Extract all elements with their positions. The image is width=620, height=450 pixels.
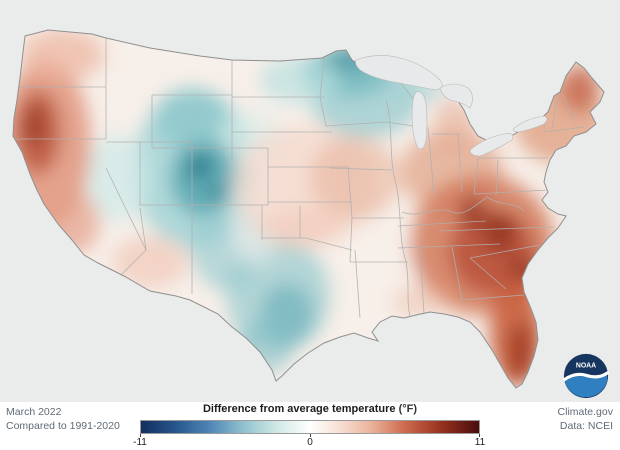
lake-erie xyxy=(469,133,514,157)
noaa-logo-text: NOAA xyxy=(576,363,596,370)
legend-title: Difference from average temperature (°F) xyxy=(0,403,620,415)
anomaly-field xyxy=(13,30,604,387)
baseline-label: Compared to 1991-2020 xyxy=(6,420,120,432)
colorbar xyxy=(140,420,480,434)
colorbar-label-mid: 0 xyxy=(307,437,313,448)
colorbar-tick-mid xyxy=(310,434,311,437)
us-anomaly-map xyxy=(0,0,620,402)
legend-footer: March 2022 Compared to 1991-2020 Differe… xyxy=(0,402,620,450)
legend-title-text: Difference from average temperature xyxy=(202,403,396,415)
great-lakes xyxy=(355,55,548,157)
lake-michigan xyxy=(411,91,428,150)
colorbar-label-max: 11 xyxy=(474,437,486,448)
seagull-icon xyxy=(562,371,610,382)
colorbar-tick-max xyxy=(479,434,480,437)
source-site-label: Climate.gov xyxy=(557,406,613,418)
period-label: March 2022 xyxy=(6,406,62,418)
colorbar-label-min: -11 xyxy=(133,437,147,448)
lake-huron xyxy=(439,83,473,109)
us-map-svg xyxy=(0,0,620,402)
noaa-logo: NOAA xyxy=(562,353,610,399)
source-data-label: Data: NCEI xyxy=(559,420,613,432)
noaa-logo-icon: NOAA xyxy=(562,353,610,399)
legend-unit: (°F) xyxy=(398,403,418,415)
colorbar-tick-min xyxy=(140,434,141,437)
state-borders xyxy=(13,38,585,319)
lake-superior xyxy=(355,55,443,91)
lake-ontario xyxy=(513,115,548,133)
